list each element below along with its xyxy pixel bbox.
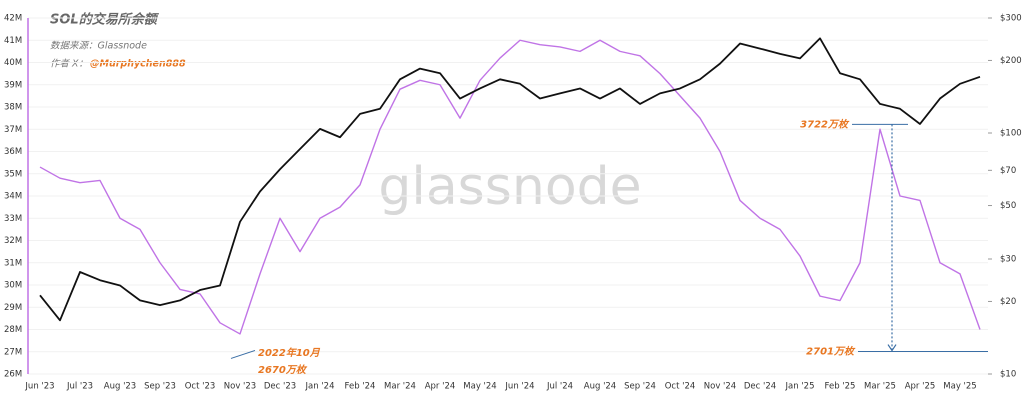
x-tick-label: Aug '23 [104, 382, 136, 392]
x-tick-label: Mar '24 [384, 382, 416, 392]
annotation: 2701万枚 [806, 346, 856, 358]
author-label: 作者 X： [50, 59, 88, 70]
y-tick-label: 33M [4, 214, 22, 224]
y-tick-label: 30M [4, 281, 22, 291]
x-tick-label: Oct '23 [185, 382, 216, 392]
y-tick-label: 31M [4, 258, 22, 268]
annotation-arrowhead [887, 344, 897, 352]
y-tick-label: 41M [4, 36, 22, 46]
annotation: 2670万枚 [258, 364, 308, 376]
y2-tick-label: $20 [1000, 297, 1016, 307]
x-tick-label: Jan '24 [305, 382, 335, 392]
y2-tick-label: $30 [1000, 255, 1016, 265]
y2-tick-label: $70 [1000, 166, 1016, 176]
x-tick-label: Feb '24 [345, 382, 376, 392]
y-tick-label: 29M [4, 303, 22, 313]
x-tick-label: Apr '25 [905, 382, 936, 392]
y-tick-label: 27M [4, 347, 22, 357]
author: @Murphychen888 [90, 59, 186, 70]
x-tick-label: Sep '24 [624, 382, 656, 392]
x-tick-label: Apr '24 [425, 382, 456, 392]
y2-tick-label: $100 [1000, 128, 1022, 138]
x-tick-label: Jul '23 [66, 382, 93, 392]
x-tick-label: Nov '24 [704, 382, 736, 392]
x-tick-label: Jan '25 [785, 382, 815, 392]
annotation-arrow [230, 349, 256, 359]
x-tick-label: Mar '25 [864, 382, 896, 392]
annotation: 2022年10月 [258, 347, 321, 359]
x-tick-label: May '24 [463, 382, 496, 392]
y-tick-label: 32M [4, 236, 22, 246]
x-tick-label: Jun '24 [504, 382, 534, 392]
y-tick-label: 38M [4, 103, 22, 113]
x-tick-label: Dec '24 [744, 382, 776, 392]
x-tick-label: Nov '23 [224, 382, 256, 392]
series-line [39, 37, 981, 322]
x-tick-label: Aug '24 [584, 382, 616, 392]
x-tick-label: May '25 [943, 382, 976, 392]
annotation: 3722万枚 [800, 118, 850, 130]
y2-tick-label: $200 [1000, 56, 1022, 66]
watermark: glassnode [378, 157, 641, 217]
x-tick-label: Oct '24 [665, 382, 696, 392]
subtitle: 数据来源：Glassnode [50, 41, 147, 52]
y-tick-label: 37M [4, 125, 22, 135]
x-tick-label: Jun '23 [24, 382, 54, 392]
y2-tick-label: $300 [1000, 14, 1022, 24]
y-tick-label: 40M [4, 58, 22, 68]
series-line [39, 39, 981, 335]
y-tick-label: 39M [4, 80, 22, 90]
y-tick-label: 26M [4, 370, 22, 380]
y-tick-label: 28M [4, 325, 22, 335]
x-tick-label: Sep '23 [144, 382, 176, 392]
x-tick-label: Dec '23 [264, 382, 296, 392]
y2-tick-label: $50 [1000, 201, 1016, 211]
y-tick-label: 35M [4, 169, 22, 179]
x-tick-label: Feb '25 [825, 382, 856, 392]
chart-title: SOL的交易所余额 [50, 12, 160, 28]
y-tick-label: 42M [4, 14, 22, 24]
y2-tick-label: $10 [1000, 370, 1016, 380]
y-tick-label: 34M [4, 192, 22, 202]
x-tick-label: Jul '24 [546, 382, 573, 392]
y-tick-label: 36M [4, 147, 22, 157]
